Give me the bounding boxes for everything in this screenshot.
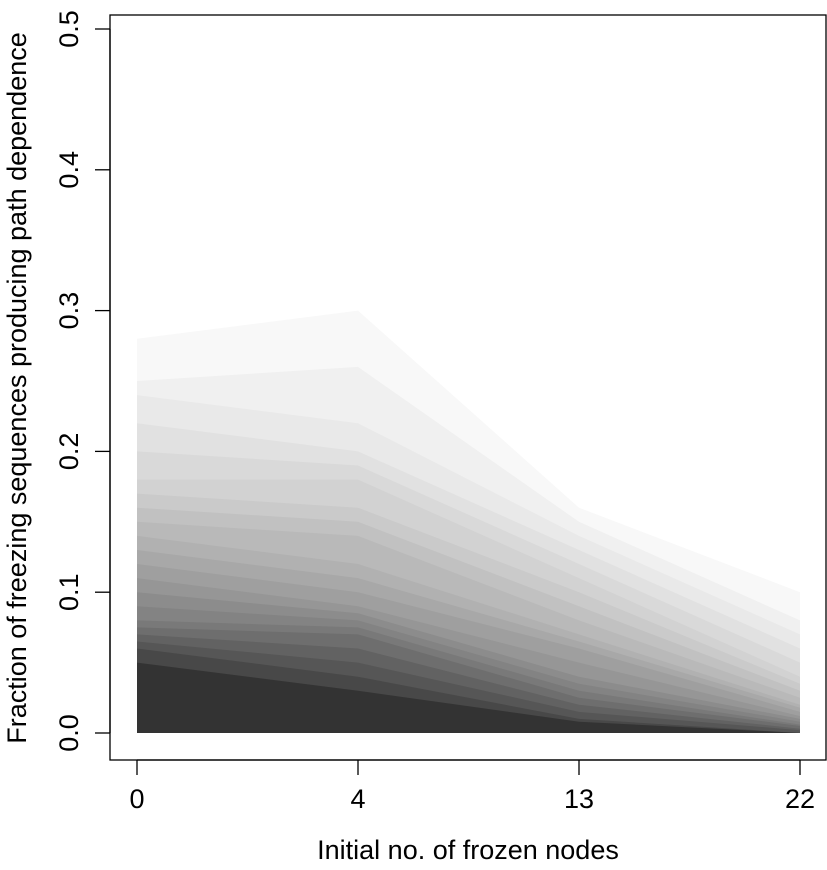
y-axis: 0.0 0.1 0.2 0.3 0.4 0.5 [54, 10, 111, 752]
chart-areas [137, 43, 800, 734]
y-tick-label: 0.3 [54, 292, 84, 330]
x-tick-label: 13 [564, 784, 594, 814]
y-tick-label: 0.4 [54, 151, 84, 189]
x-tick-label: 4 [350, 784, 365, 814]
y-tick-label: 0.5 [54, 10, 84, 48]
x-tick-label: 0 [129, 784, 144, 814]
series-area-1 [137, 662, 800, 733]
y-axis-label: Fraction of freezing sequences producing… [2, 32, 32, 744]
y-tick-label: 0.1 [54, 573, 84, 611]
x-tick-label: 22 [785, 784, 815, 814]
y-tick-label: 0.2 [54, 433, 84, 471]
y-tick-label: 0.0 [54, 714, 84, 752]
x-axis: 0 4 13 22 [129, 759, 815, 814]
x-axis-label: Initial no. of frozen nodes [317, 835, 619, 865]
